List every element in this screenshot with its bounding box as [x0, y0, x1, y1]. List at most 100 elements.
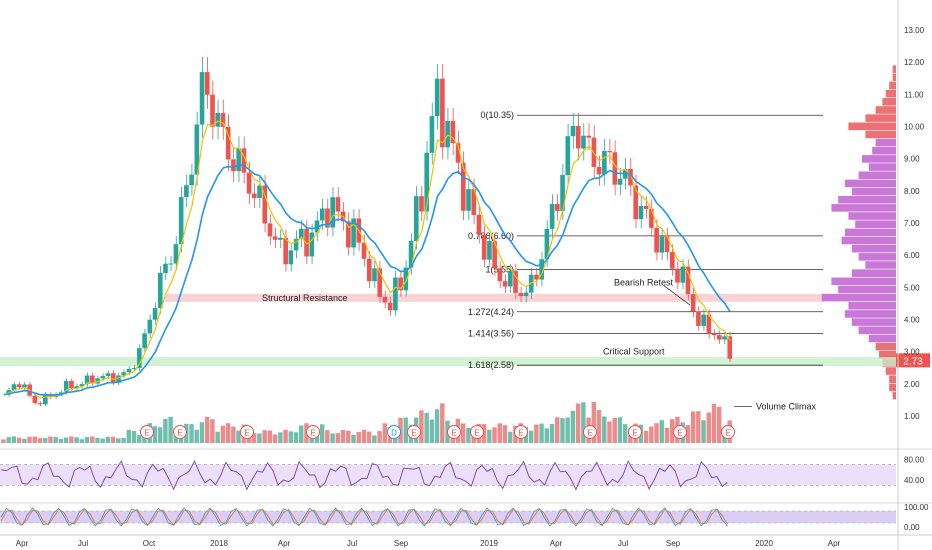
candle-body [241, 148, 247, 173]
volume-bar [622, 424, 628, 443]
candle-body [534, 274, 539, 280]
earnings-marker-label: E [587, 429, 592, 438]
volume-bar [330, 433, 335, 443]
annotation-volume-climax: Volume Climax [756, 401, 817, 411]
volume-profile-bar [889, 383, 896, 392]
last-price-label: 2.73 [903, 356, 923, 367]
candle-body [131, 368, 137, 370]
candle-body [690, 294, 696, 312]
volume-bar [544, 428, 550, 443]
volume-bar [252, 433, 257, 443]
stoch-tick-label: 100.00 [904, 503, 929, 512]
volume-profile-bar [855, 220, 896, 228]
volume-bar [220, 425, 226, 443]
volume-bar [346, 430, 351, 443]
candle-body [701, 314, 706, 326]
candle-body [309, 232, 315, 257]
candle-body [32, 395, 38, 404]
earnings-marker [407, 425, 421, 439]
candle-body [523, 292, 529, 297]
candle-body [664, 236, 670, 253]
y-tick-label: 7.00 [904, 219, 920, 228]
volume-profile-bar [868, 163, 896, 171]
volume-bar [570, 410, 576, 443]
volume-bar [43, 438, 48, 443]
candle-body [570, 126, 576, 137]
candle-body [225, 126, 231, 160]
candle-body [194, 124, 200, 175]
candle-body [408, 241, 414, 268]
candle-body [429, 116, 435, 153]
candle-body [43, 394, 48, 405]
candle-body [471, 189, 477, 215]
volume-bar [288, 431, 294, 443]
candle-body [716, 335, 722, 340]
volume-bar [706, 412, 711, 443]
volume-bar [549, 423, 555, 443]
candle-body [434, 78, 440, 117]
earnings-marker-label: D [391, 429, 397, 438]
volume-bar [37, 438, 43, 443]
candle-body [126, 368, 132, 373]
volume-bar [669, 419, 675, 443]
volume-bar [487, 429, 492, 443]
volume-bar [539, 423, 544, 443]
volume-bar [659, 420, 664, 443]
volume-bar [403, 417, 408, 443]
earnings-marker-label: E [177, 429, 182, 438]
candle-body [220, 113, 226, 127]
moving-averages [3, 120, 731, 399]
candle-body [711, 333, 717, 336]
stoch-k-line [0, 507, 728, 527]
volume-bar [654, 423, 659, 443]
earnings-marker-label: E [411, 429, 416, 438]
annotation-bearish-retest: Bearish Retest [614, 278, 674, 288]
y-tick-label: 4.00 [904, 316, 920, 325]
volume-bar [481, 424, 487, 443]
earnings-marker [673, 425, 687, 439]
candle-body [487, 241, 492, 260]
rsi-pane [0, 448, 932, 491]
candle-body [84, 375, 90, 385]
candle-body [706, 314, 712, 334]
candle-body [455, 143, 461, 163]
volume-bar [466, 427, 471, 443]
volume-profile-bar [892, 73, 896, 82]
candle-body [189, 174, 194, 186]
earnings-marker [240, 425, 254, 439]
candle-body [262, 185, 268, 224]
volume-bar [701, 420, 706, 443]
candle-body [659, 236, 665, 253]
volume-bar [424, 412, 429, 443]
candle-body [63, 381, 69, 393]
candle-body [267, 223, 273, 237]
volume-bar [508, 431, 513, 443]
candle-body [638, 206, 644, 220]
volume-profile-bar [875, 342, 896, 351]
candle-body [319, 208, 325, 221]
annotation-arrow [663, 285, 691, 306]
candle-body [518, 292, 524, 297]
volume-bar [617, 417, 623, 443]
volume-bar [110, 436, 116, 443]
candle-body [382, 296, 388, 303]
candle-body [314, 220, 320, 233]
volume-bar [460, 423, 466, 443]
volume-profile-bar [831, 204, 896, 212]
volume-profile-bar [872, 146, 896, 155]
volume-profile-bar [841, 236, 896, 245]
candle-body [22, 384, 27, 388]
candle-body [252, 193, 257, 199]
y-tick-label: 1.00 [904, 412, 920, 421]
candle-body [215, 113, 221, 127]
volume-bar [131, 430, 137, 443]
candle-body [466, 189, 471, 211]
fib-levels: 0(10.35)0.786(6.60)1(5.55)1.272(4.24)1.4… [468, 110, 823, 370]
candle-body [16, 384, 22, 388]
volume-profile-bar [865, 261, 896, 269]
ema-slow-line [3, 163, 731, 396]
volume-bar [534, 424, 539, 443]
y-tick-label: 3.00 [904, 348, 920, 357]
volume-bar [48, 436, 53, 443]
